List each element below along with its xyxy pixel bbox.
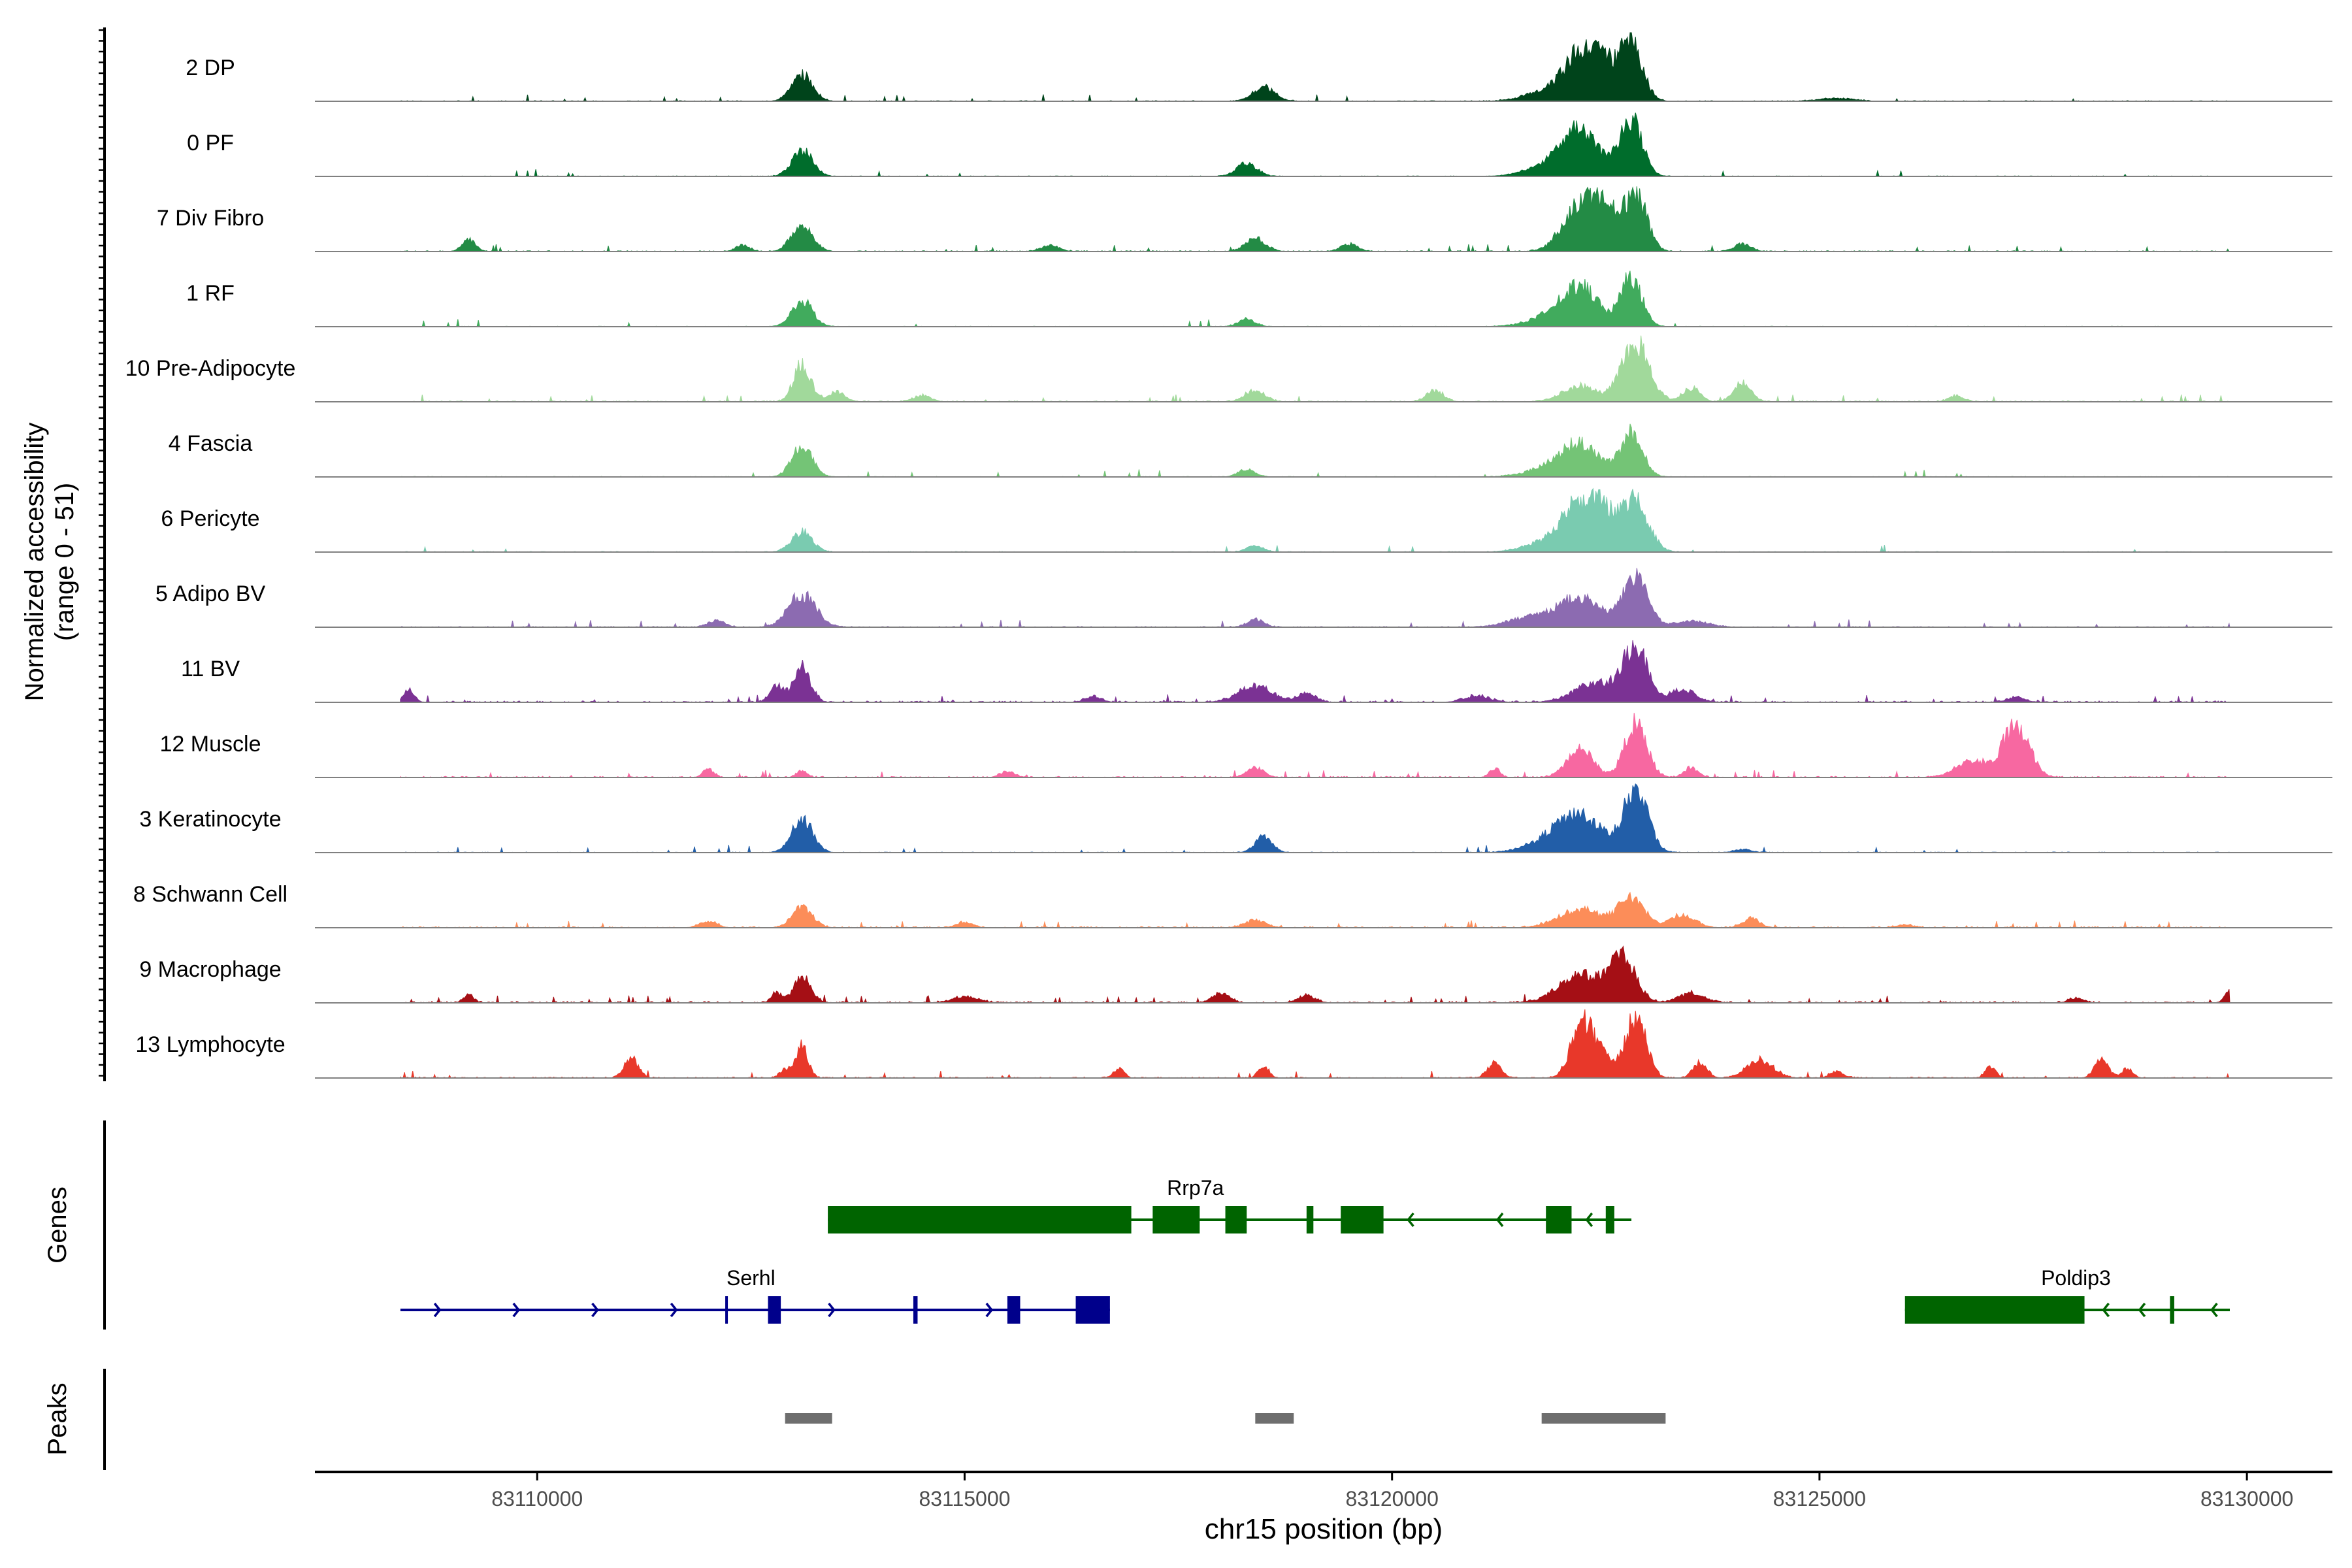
strand-arrow xyxy=(1585,1212,1593,1228)
strand-arrow xyxy=(985,1302,994,1318)
x-axis: 83110000 83115000 83120000 83125000 83130000… xyxy=(315,1471,2332,1545)
strand-arrow xyxy=(1407,1212,1414,1228)
gene-exon xyxy=(1546,1206,1572,1233)
genes-panel: Genes Rrp7a Serhl Poldip3 xyxy=(43,1120,2230,1330)
peaks-label: Peaks xyxy=(43,1382,72,1455)
coverage-area xyxy=(400,423,2230,478)
coverage-area xyxy=(400,783,2231,853)
y-axis-range-label: (range 0 - 51) xyxy=(50,483,79,641)
track-label: 10 Pre-Adipocyte xyxy=(125,356,296,381)
track-8-schwann-cell: 8 Schwann Cell xyxy=(133,882,2332,928)
track-label: 2 DP xyxy=(186,56,235,80)
strand-arrow xyxy=(512,1302,521,1318)
gene-label: Rrp7a xyxy=(1167,1176,1224,1200)
track-4-fascia: 4 Fascia xyxy=(169,423,2332,478)
x-axis-ticks: 83110000 83115000 83120000 83125000 83130000 xyxy=(491,1472,2293,1511)
x-tick-label: 83115000 xyxy=(919,1487,1010,1511)
track-10-pre-adipocyte: 10 Pre-Adipocyte xyxy=(125,335,2332,402)
gene-exon xyxy=(828,1206,1132,1233)
track-label: 12 Muscle xyxy=(160,732,261,757)
gene-exon xyxy=(1306,1206,1314,1233)
track-11-bv: 11 BV xyxy=(181,640,2332,704)
strand-arrow xyxy=(2102,1302,2110,1318)
track-13-lymphocyte: 13 Lymphocyte xyxy=(135,1009,2332,1079)
peaks-panel: Peaks xyxy=(43,1369,1666,1470)
track-6-pericyte: 6 Pericyte xyxy=(161,487,2332,553)
track-9-macrophage: 9 Macrophage xyxy=(139,945,2332,1004)
track-label: 1 RF xyxy=(186,281,235,306)
track-5-adipo-bv: 5 Adipo BV xyxy=(155,568,2332,628)
track-label: 6 Pericyte xyxy=(161,506,259,531)
strand-arrow xyxy=(2210,1302,2218,1318)
gene-label: Serhl xyxy=(727,1266,776,1290)
strand-arrow xyxy=(670,1302,678,1318)
coverage-area xyxy=(400,270,2230,327)
coverage-tracks: 2 DP 0 PF 7 Div Fibro 1 RF 10 Pre-Adipocyte 4… xyxy=(125,32,2332,1079)
peak-regions xyxy=(785,1413,1666,1424)
track-label: 7 Div Fibro xyxy=(157,206,264,231)
gene-exon xyxy=(1341,1206,1384,1233)
gene-exon xyxy=(1605,1206,1614,1233)
y-axis-label: Normalized accessibility xyxy=(20,423,49,702)
strand-arrow xyxy=(433,1302,442,1318)
track-7-div-fibro: 7 Div Fibro xyxy=(157,186,2332,252)
track-label: 8 Schwann Cell xyxy=(133,882,287,907)
coverage-area xyxy=(400,32,2230,102)
coverage-area xyxy=(400,335,2230,402)
coverage-area xyxy=(400,891,2230,928)
track-2-dp: 2 DP xyxy=(186,32,2332,102)
coverage-area xyxy=(400,713,2230,778)
coverage-y-axis xyxy=(99,27,106,1081)
x-axis-label: chr15 position (bp) xyxy=(1205,1513,1443,1545)
x-tick-label: 83110000 xyxy=(491,1487,583,1511)
gene-exon xyxy=(2170,1296,2174,1324)
track-label: 11 BV xyxy=(181,657,240,681)
y-axis-label-group: Normalized accessibility (range 0 - 51) xyxy=(20,423,79,702)
gene-exon xyxy=(768,1296,781,1324)
track-label: 5 Adipo BV xyxy=(155,581,266,606)
track-label: 0 PF xyxy=(187,131,234,155)
gene-exon xyxy=(725,1296,728,1324)
coverage-area xyxy=(400,1009,2230,1079)
peak-region xyxy=(785,1413,832,1424)
coverage-area xyxy=(400,112,2230,177)
strand-arrow xyxy=(828,1302,836,1318)
gene-exon xyxy=(1075,1296,1110,1324)
gene-exon xyxy=(1152,1206,1200,1233)
gene-exon xyxy=(1007,1296,1021,1324)
coverage-area xyxy=(400,945,2230,1004)
gene-exon xyxy=(913,1296,918,1324)
track-0-pf: 0 PF xyxy=(187,112,2332,177)
gene-exon xyxy=(1225,1206,1247,1233)
track-3-keratinocyte: 3 Keratinocyte xyxy=(139,783,2332,853)
gene-poldip3: Poldip3 xyxy=(1904,1266,2230,1324)
gene-label: Poldip3 xyxy=(2041,1266,2111,1290)
track-label: 9 Macrophage xyxy=(139,957,281,982)
coverage-area xyxy=(399,568,2230,628)
track-1-rf: 1 RF xyxy=(186,270,2332,327)
track-label: 13 Lymphocyte xyxy=(135,1032,285,1057)
genes-label: Genes xyxy=(43,1186,72,1264)
gene-serhl: Serhl xyxy=(400,1266,1110,1324)
strand-arrow xyxy=(1495,1212,1504,1228)
strand-arrow xyxy=(591,1302,599,1318)
gene-models: Rrp7a Serhl Poldip3 xyxy=(400,1176,2230,1324)
coverage-area xyxy=(400,640,2231,704)
track-label: 3 Keratinocyte xyxy=(139,807,281,832)
track-label: 4 Fascia xyxy=(169,431,253,456)
coverage-area xyxy=(400,186,2230,252)
track-12-muscle: 12 Muscle xyxy=(160,713,2332,778)
peak-region xyxy=(1541,1413,1666,1424)
x-tick-label: 83120000 xyxy=(1345,1487,1438,1511)
gene-rrp7a: Rrp7a xyxy=(828,1176,1632,1233)
gene-exon xyxy=(1904,1296,2085,1324)
x-tick-label: 83130000 xyxy=(2200,1487,2293,1511)
coverage-area xyxy=(400,487,2230,553)
strand-arrow xyxy=(2138,1302,2146,1318)
peak-region xyxy=(1255,1413,1294,1424)
x-tick-label: 83125000 xyxy=(1773,1487,1866,1511)
